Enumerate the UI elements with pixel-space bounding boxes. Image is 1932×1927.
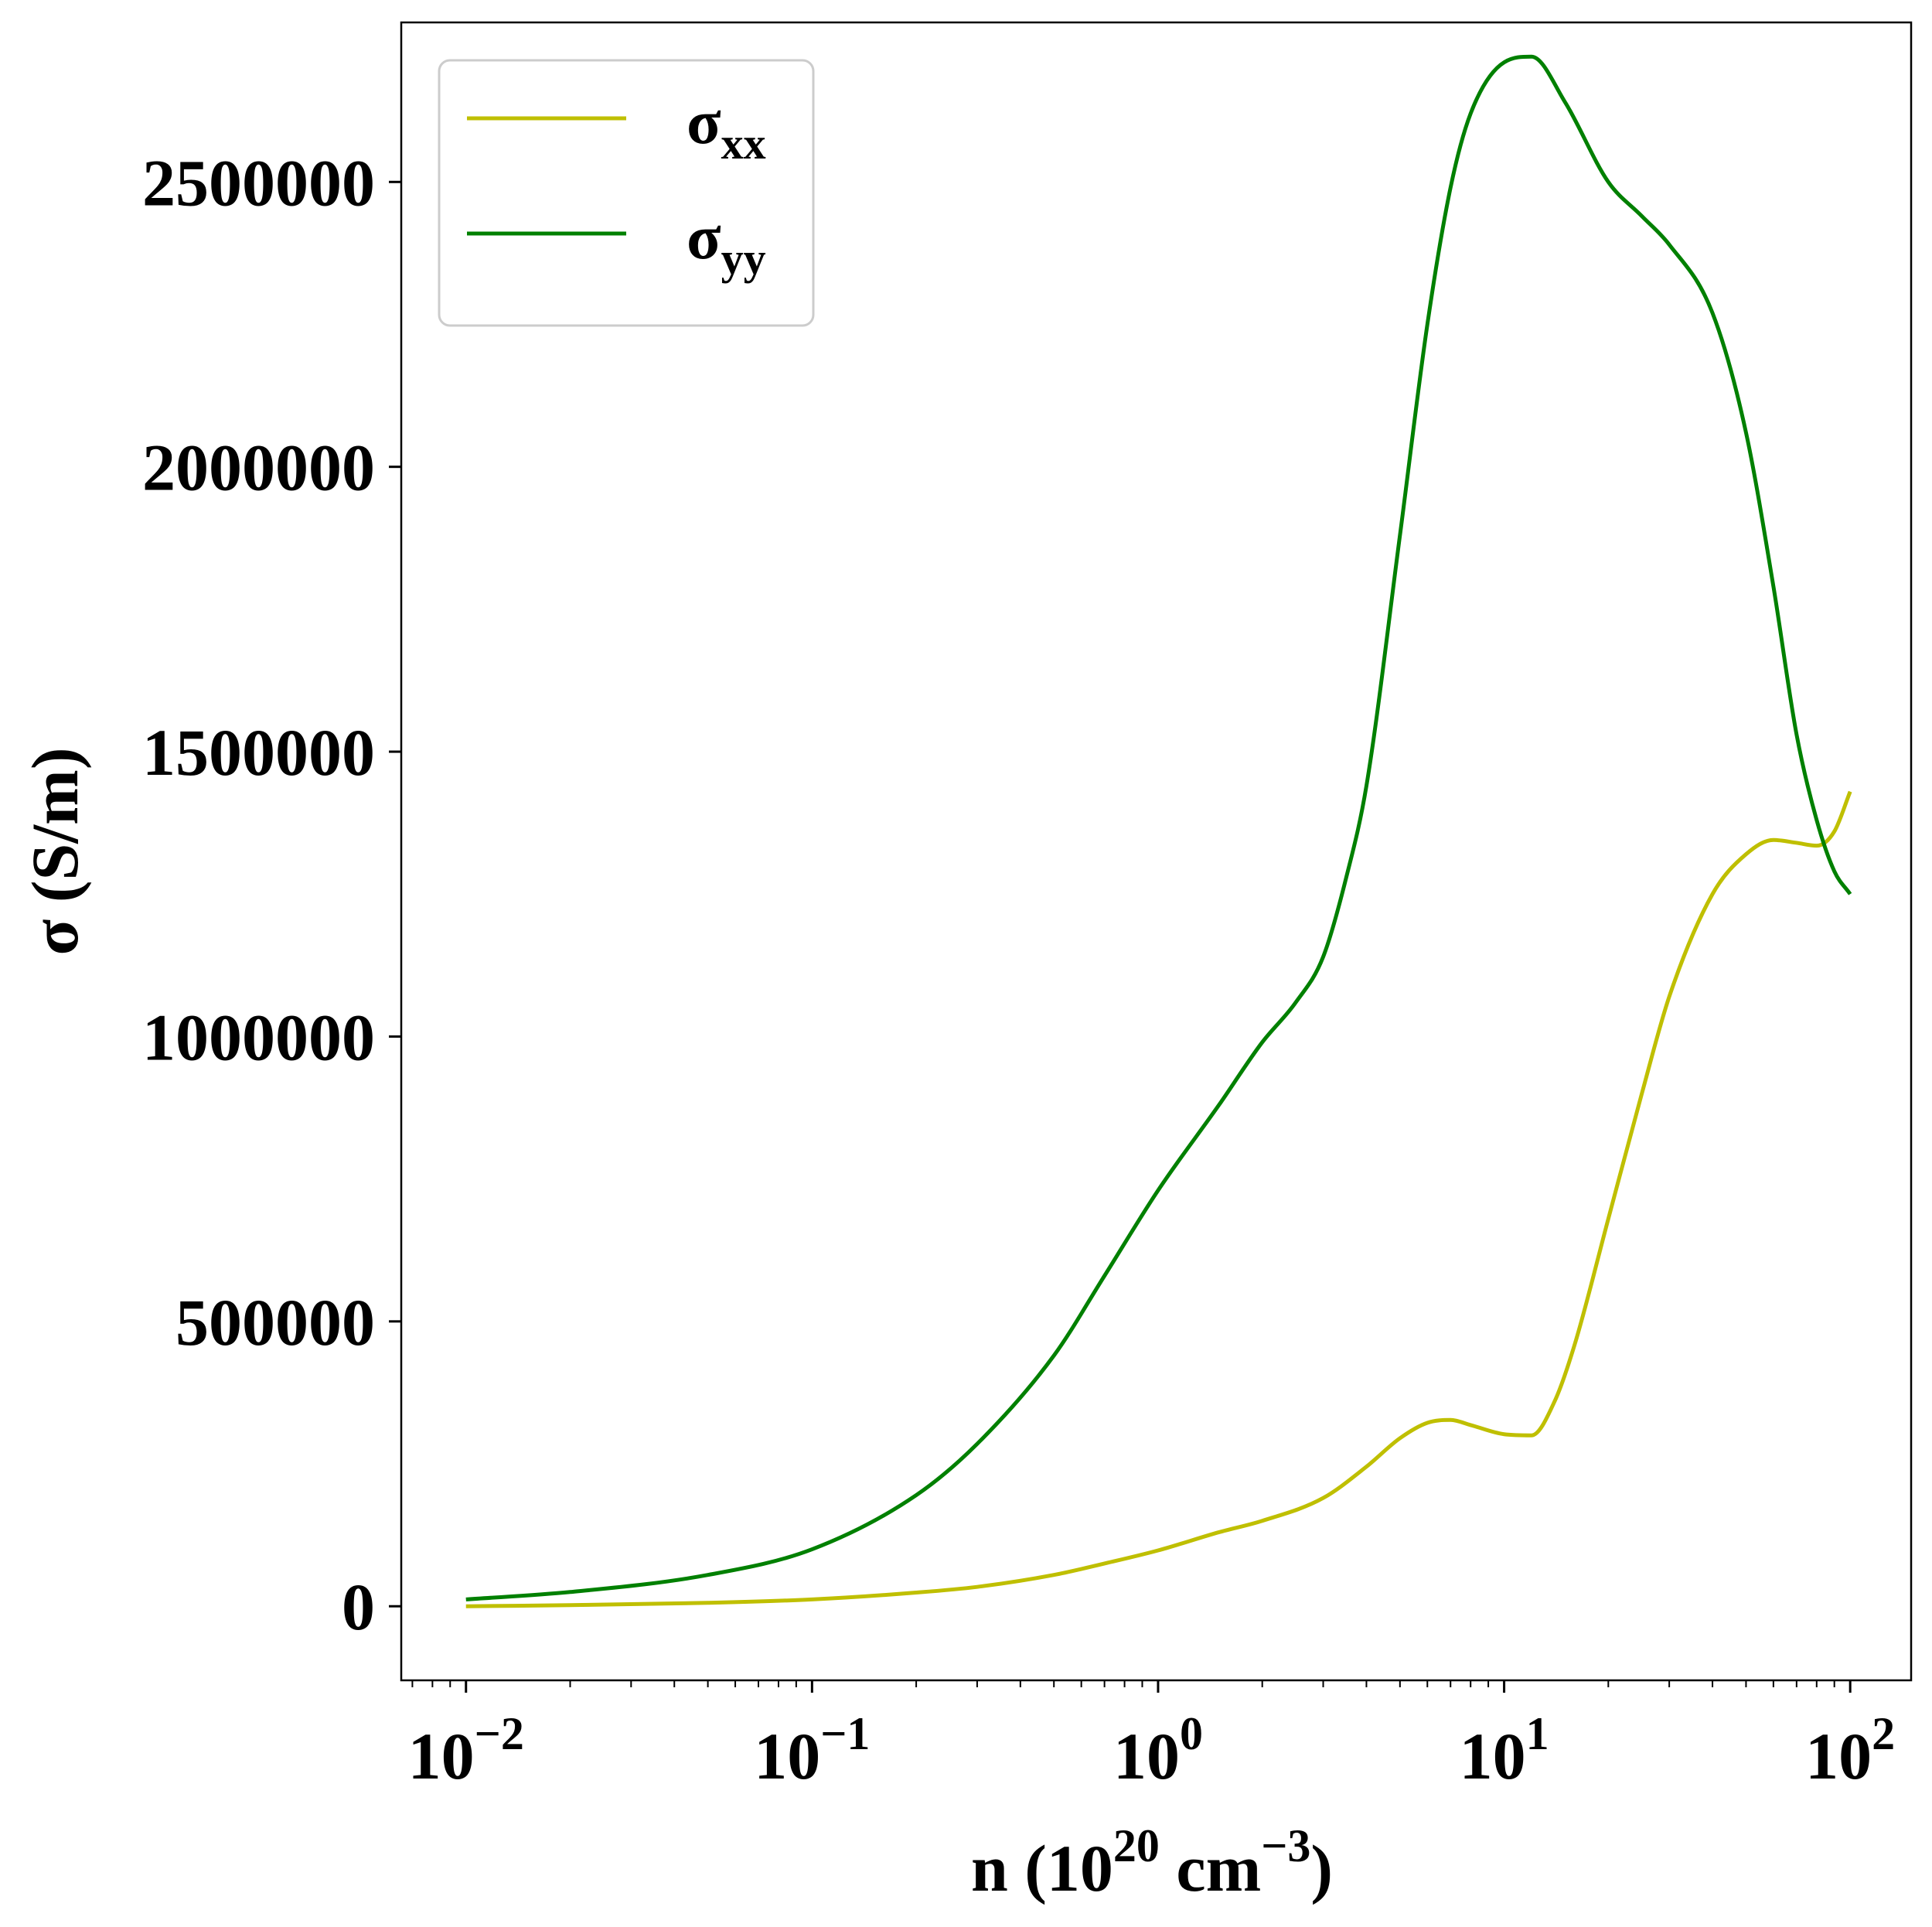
x-tick-label-exponent: 1	[1526, 1708, 1549, 1759]
x-tick-label-base: 10	[408, 1719, 475, 1793]
y-tick-label: 1500000	[142, 715, 375, 790]
series-line-sigma-xx	[465, 790, 1852, 1608]
y-axis-ticks: 0 500000 1000000 1500000 2000000 2500000	[142, 145, 401, 1644]
x-tick-label: 10−1	[754, 1708, 870, 1793]
legend-label-sigma-xx: σxx	[687, 87, 766, 169]
y-tick-label: 0	[342, 1570, 375, 1644]
y-tick-label: 1000000	[142, 1000, 375, 1074]
y-tick-label: 500000	[175, 1285, 375, 1359]
x-tick-label-exponent: −2	[475, 1708, 524, 1759]
legend-label-sigma-xx-sub: xx	[721, 118, 766, 169]
x-axis-title-end: )	[1310, 1831, 1333, 1905]
plot-frame	[400, 21, 1913, 1682]
x-axis-title: n (1020 cm−3)	[971, 1820, 1333, 1905]
legend-label-sigma-xx-main: σ	[687, 87, 721, 157]
legend-box	[438, 59, 815, 327]
x-axis-title-mid: cm	[1160, 1831, 1261, 1905]
x-tick-label-base: 10	[754, 1719, 820, 1793]
x-tick-label: 10−2	[408, 1708, 524, 1793]
x-tick-label-base: 10	[1805, 1719, 1872, 1793]
x-axis-title-sup2: −3	[1261, 1820, 1310, 1871]
legend-label-sigma-yy: σyy	[687, 202, 766, 284]
plot-lines	[465, 54, 1852, 1608]
legend-label-sigma-yy-sub: yy	[721, 234, 766, 284]
x-tick-label-base: 10	[1113, 1719, 1180, 1793]
y-tick-label: 2500000	[142, 145, 375, 220]
x-axis-title-sup1: 20	[1113, 1820, 1160, 1871]
x-tick-label-exponent: 0	[1180, 1708, 1203, 1759]
x-axis-title-base: n (10	[971, 1831, 1113, 1905]
x-tick-label: 102	[1805, 1708, 1895, 1793]
x-tick-label-exponent: 2	[1872, 1708, 1895, 1759]
y-tick-label: 2000000	[142, 431, 375, 505]
x-tick-label-base: 10	[1460, 1719, 1526, 1793]
x-axis-ticks: 10−2 10−1 100 101 102	[408, 1680, 1895, 1793]
x-tick-label-exponent: −1	[820, 1708, 870, 1759]
series-line-sigma-yy	[465, 54, 1852, 1601]
legend-label-sigma-yy-main: σ	[687, 202, 721, 272]
legend: σxx σyy	[438, 59, 815, 327]
x-tick-label: 100	[1113, 1708, 1203, 1793]
y-axis-title: σ (S/m)	[18, 748, 92, 956]
x-tick-label: 101	[1460, 1708, 1549, 1793]
